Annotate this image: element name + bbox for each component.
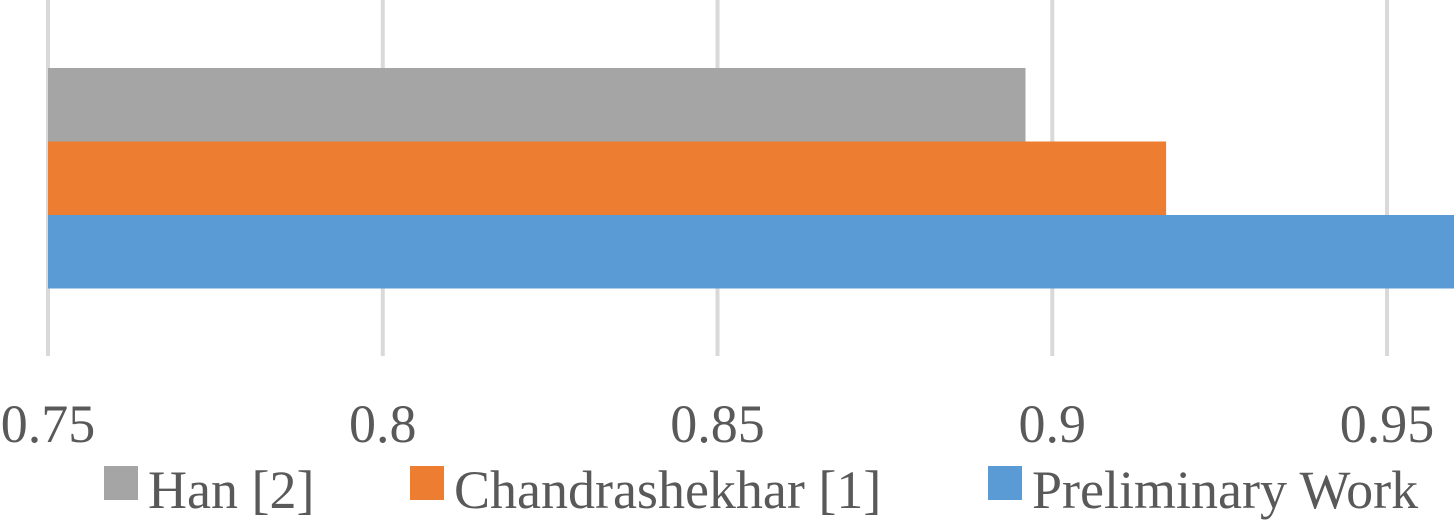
legend-label: Preliminary Work xyxy=(1032,460,1418,520)
x-tick-label: 0.95 xyxy=(1340,394,1435,454)
legend-item: Han [2] xyxy=(104,460,314,520)
bars xyxy=(48,68,1454,289)
x-tick-label: 0.9 xyxy=(1019,394,1087,454)
legend-item: Chandrashekhar [1] xyxy=(410,460,881,520)
bar-preliminary-work xyxy=(48,215,1454,289)
bar-chandrashekhar-1 xyxy=(48,141,1167,215)
legend-label: Chandrashekhar [1] xyxy=(454,460,881,520)
x-tick-label: 0.8 xyxy=(349,394,417,454)
x-axis-tick-labels: 0.75 0.8 0.85 0.9 0.95 xyxy=(1,394,1435,454)
legend-item: Preliminary Work xyxy=(988,460,1418,520)
legend-swatch xyxy=(988,466,1022,500)
bar-han-2 xyxy=(48,68,1026,142)
x-tick-label: 0.85 xyxy=(670,394,765,454)
legend-swatch xyxy=(104,466,138,500)
legend: Han [2] Chandrashekhar [1] Preliminary Wor… xyxy=(104,460,1418,520)
legend-swatch xyxy=(410,466,444,500)
x-tick-label: 0.75 xyxy=(1,394,96,454)
legend-label: Han [2] xyxy=(148,460,314,520)
